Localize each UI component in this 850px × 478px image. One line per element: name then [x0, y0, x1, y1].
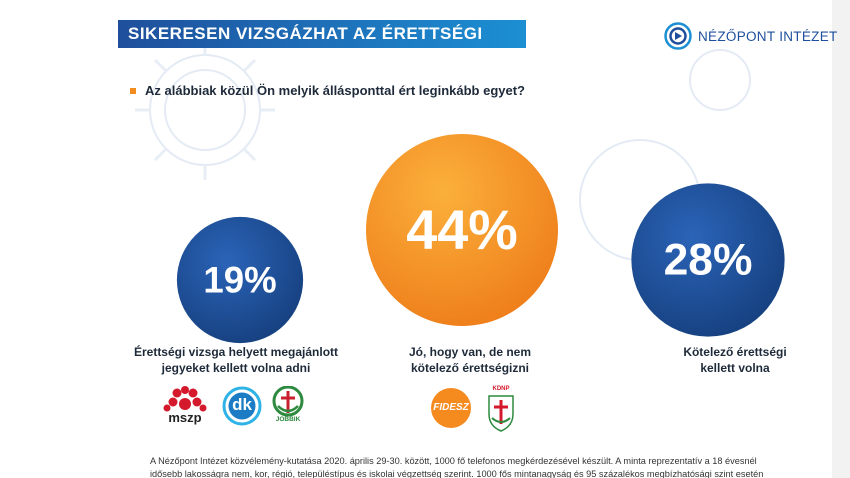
page-title: SIKERESEN VIZSGÁZHAT AZ ÉRETTSÉGI — [128, 24, 483, 43]
fidesz-logo: FIDESZ — [425, 387, 477, 429]
footnote-line: idősebb lakosságra nem, kor, régió, tele… — [150, 469, 764, 478]
caption-nem-kotelezo: Jó, hogy van, de nem kötelező érettségiz… — [380, 344, 560, 376]
caption-line: Jó, hogy van, de nem — [408, 345, 532, 359]
bullet-icon — [130, 87, 136, 94]
bubble-value-label: 28% — [664, 236, 753, 285]
jobbik-label: JOBBIK — [275, 416, 301, 423]
footnote-line: A Nézőpont Intézet közvélemény-kutatása … — [150, 456, 757, 466]
jobbik-shield-icon — [272, 385, 304, 417]
nezopont-logo: NÉZŐPONT INTÉZET — [664, 21, 838, 51]
bubble-nem-kotelezo — [366, 134, 558, 326]
question-row: Az alábbiak közül Ön melyik állásponttal… — [130, 83, 525, 98]
dk-circle-icon — [222, 386, 262, 426]
jobbik-logo: JOBBIK — [270, 385, 306, 428]
title-banner: SIKERESEN VIZSGÁZHAT AZ ÉRETTSÉGI — [118, 20, 526, 48]
bubble-value-label: 44% — [406, 199, 517, 261]
mszp-flower-icon — [163, 386, 207, 412]
brand-name: NÉZŐPONT INTÉZET — [698, 28, 838, 44]
methodology-footnote: A Nézőpont Intézet közvélemény-kutatása … — [150, 455, 830, 478]
caption-megajanlott-jegyek: Érettségi vizsga helyett megajánlott jeg… — [120, 344, 352, 376]
caption-line: kellett volna — [700, 361, 770, 375]
right-edge-strip — [832, 0, 850, 478]
mszp-logo: mszp — [163, 386, 207, 426]
caption-line: kötelező érettségizni — [410, 361, 530, 375]
fidesz-orange-circle-icon — [431, 388, 471, 428]
kdnp-shield-icon — [488, 395, 514, 432]
bubble-megajanlott-jegyek — [176, 216, 304, 344]
bubble-kotelezo-erettsegi — [631, 183, 785, 337]
bubble-value-label: 19% — [203, 260, 276, 301]
caption-line: Érettségi vizsga helyett megajánlott — [133, 345, 339, 359]
kdnp-label: KDNP — [492, 386, 510, 392]
mszp-label: mszp — [168, 410, 202, 425]
kdnp-logo: KDNP — [486, 386, 516, 432]
caption-line: Kötelező érettségi — [683, 345, 787, 359]
dk-label: dk — [232, 395, 252, 414]
nezopont-logo-icon — [664, 22, 692, 50]
fidesz-label: FIDESZ — [433, 402, 469, 413]
question-text: Az alábbiak közül Ön melyik állásponttal… — [145, 83, 525, 98]
dk-logo: dk — [220, 386, 264, 426]
caption-line: jegyeket kellett volna adni — [161, 361, 311, 375]
caption-kotelezo-erettsegi: Kötelező érettségi kellett volna — [650, 344, 820, 376]
